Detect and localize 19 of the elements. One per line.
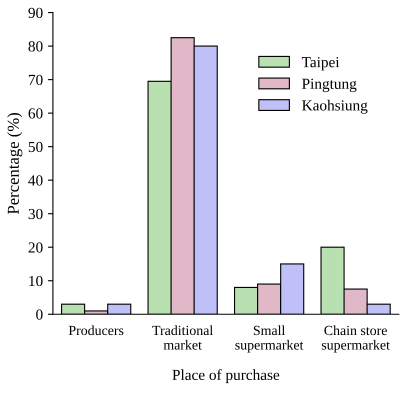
- y-tick-label: 50: [28, 142, 43, 152]
- y-tick-label: 30: [28, 208, 43, 220]
- legend-label: Kaohsiung: [302, 100, 368, 114]
- y-tick-label: 40: [28, 175, 43, 186]
- y-tick-label: 0: [36, 309, 43, 320]
- y-axis-title: Percentage (%): [7, 113, 22, 214]
- legend-label: Pingtung: [302, 78, 356, 92]
- y-tick-label: 20: [28, 242, 43, 253]
- x-tick-label: Chain store supermarket: [322, 325, 390, 352]
- x-axis-title: Place of purchase: [172, 369, 280, 384]
- x-tick-label: Traditional market: [152, 325, 213, 350]
- y-tick-label: 80: [28, 41, 43, 52]
- y-tick-label: 60: [28, 108, 43, 119]
- y-tick-label: 90: [28, 8, 43, 18]
- legend-label: Taipei: [302, 57, 340, 70]
- x-tick-label: Producers: [68, 325, 124, 336]
- y-tick-label: 10: [29, 276, 43, 286]
- y-tick-label: 70: [28, 74, 43, 86]
- x-tick-label: Small supermarket: [235, 325, 304, 352]
